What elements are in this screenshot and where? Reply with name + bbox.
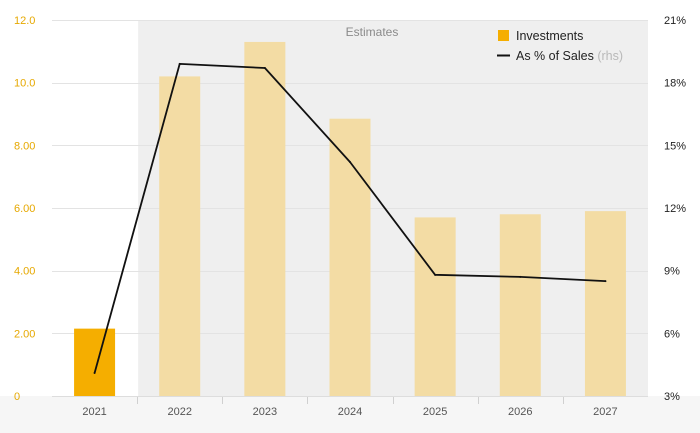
line-point-2022 xyxy=(178,62,181,65)
right-tick-label: 12% xyxy=(664,203,686,215)
x-axis-background xyxy=(0,396,700,433)
bar-2023 xyxy=(244,41,286,396)
legend: Investments As % of Sales (rhs) xyxy=(497,29,623,63)
left-tick-label: 8.00 xyxy=(14,140,35,152)
right-tick-label: 21% xyxy=(664,15,686,27)
line-point-2026 xyxy=(519,275,522,278)
x-tick-label: 2026 xyxy=(508,406,532,418)
line-point-2023 xyxy=(263,67,266,70)
legend-sales-percent-label: As % of Sales (rhs) xyxy=(516,49,623,63)
sales-percent-line xyxy=(93,62,607,375)
left-axis-ticks: 0 2.00 4.00 6.00 8.00 10.0 12.0 xyxy=(14,15,35,403)
left-tick-label: 6.00 xyxy=(14,203,35,215)
left-tick-label: 4.00 xyxy=(14,266,35,278)
x-axis-ticks: 2021 2022 2023 2024 2025 2026 2027 xyxy=(82,397,618,418)
left-tick-label: 2.00 xyxy=(14,328,35,340)
line-point-2021 xyxy=(93,372,96,375)
x-tick-label: 2022 xyxy=(167,406,191,418)
legend-investments-label: Investments xyxy=(516,29,583,43)
line-point-2027 xyxy=(604,280,607,283)
bar-2026 xyxy=(499,214,541,396)
bar-2022 xyxy=(159,76,201,397)
x-tick-label: 2023 xyxy=(253,406,277,418)
legend-sales-percent-name: As % of Sales xyxy=(516,49,594,63)
x-axis-band xyxy=(0,396,700,433)
right-tick-label: 3% xyxy=(664,391,680,403)
line-point-2024 xyxy=(349,161,351,164)
right-tick-label: 9% xyxy=(664,266,680,278)
bar-2024 xyxy=(329,118,371,396)
bar-2027 xyxy=(584,211,626,396)
left-tick-label: 12.0 xyxy=(14,15,35,27)
right-tick-label: 18% xyxy=(664,78,686,90)
x-tick-label: 2027 xyxy=(593,406,617,418)
investment-bars xyxy=(74,41,626,397)
left-tick-label: 0 xyxy=(14,391,20,403)
x-tick-label: 2024 xyxy=(338,406,362,418)
right-tick-label: 6% xyxy=(664,328,680,340)
bar-2025 xyxy=(414,217,456,396)
line-point-2025 xyxy=(434,273,437,276)
legend-investments-swatch xyxy=(498,30,509,41)
left-tick-label: 10.0 xyxy=(14,78,35,90)
estimates-label: Estimates xyxy=(346,25,399,39)
right-tick-label: 15% xyxy=(664,140,686,152)
legend-rhs-note: (rhs) xyxy=(597,49,623,63)
x-tick-label: 2021 xyxy=(82,406,106,418)
right-axis-ticks: 3% 6% 9% 12% 15% 18% 21% xyxy=(664,15,686,403)
bar-2021 xyxy=(74,328,116,396)
x-tick-label: 2025 xyxy=(423,406,447,418)
